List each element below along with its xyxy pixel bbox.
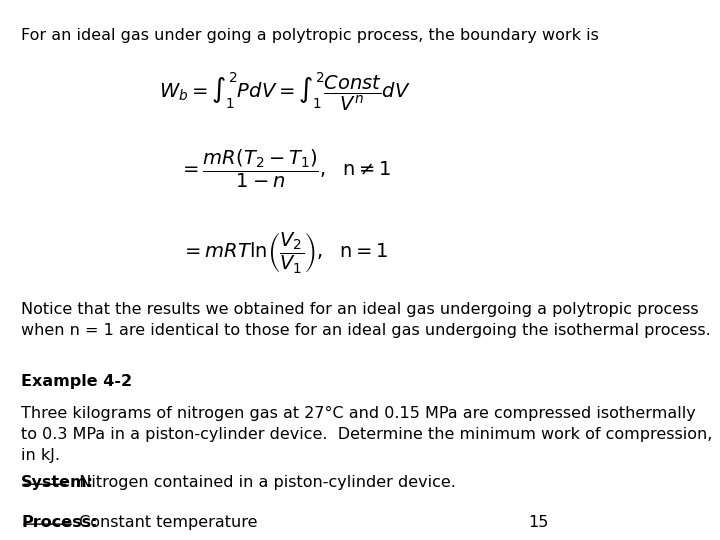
Text: Process:: Process: — [21, 515, 97, 530]
Text: Notice that the results we obtained for an ideal gas undergoing a polytropic pro: Notice that the results we obtained for … — [21, 302, 711, 338]
Text: System:: System: — [21, 475, 94, 490]
Text: Constant temperature: Constant temperature — [74, 515, 258, 530]
Text: Three kilograms of nitrogen gas at 27°C and 0.15 MPa are compressed isothermally: Three kilograms of nitrogen gas at 27°C … — [21, 406, 712, 463]
Text: Example 4-2: Example 4-2 — [21, 374, 132, 389]
Text: $W_b = \int_1^2 PdV = \int_1^2 \dfrac{Const}{V^n}dV$: $W_b = \int_1^2 PdV = \int_1^2 \dfrac{Co… — [159, 71, 411, 114]
Text: For an ideal gas under going a polytropic process, the boundary work is: For an ideal gas under going a polytropi… — [21, 28, 599, 43]
Text: Nitrogen contained in a piston-cylinder device.: Nitrogen contained in a piston-cylinder … — [68, 475, 456, 490]
Text: $= mRT\ln\!\left(\dfrac{V_2}{V_1}\right), \ \ \mathrm{n} = 1$: $= mRT\ln\!\left(\dfrac{V_2}{V_1}\right)… — [181, 230, 389, 275]
Text: 15: 15 — [528, 515, 549, 530]
Text: $= \dfrac{mR(T_2 - T_1)}{1-n}, \ \ \mathrm{n} \neq 1$: $= \dfrac{mR(T_2 - T_1)}{1-n}, \ \ \math… — [179, 148, 391, 190]
